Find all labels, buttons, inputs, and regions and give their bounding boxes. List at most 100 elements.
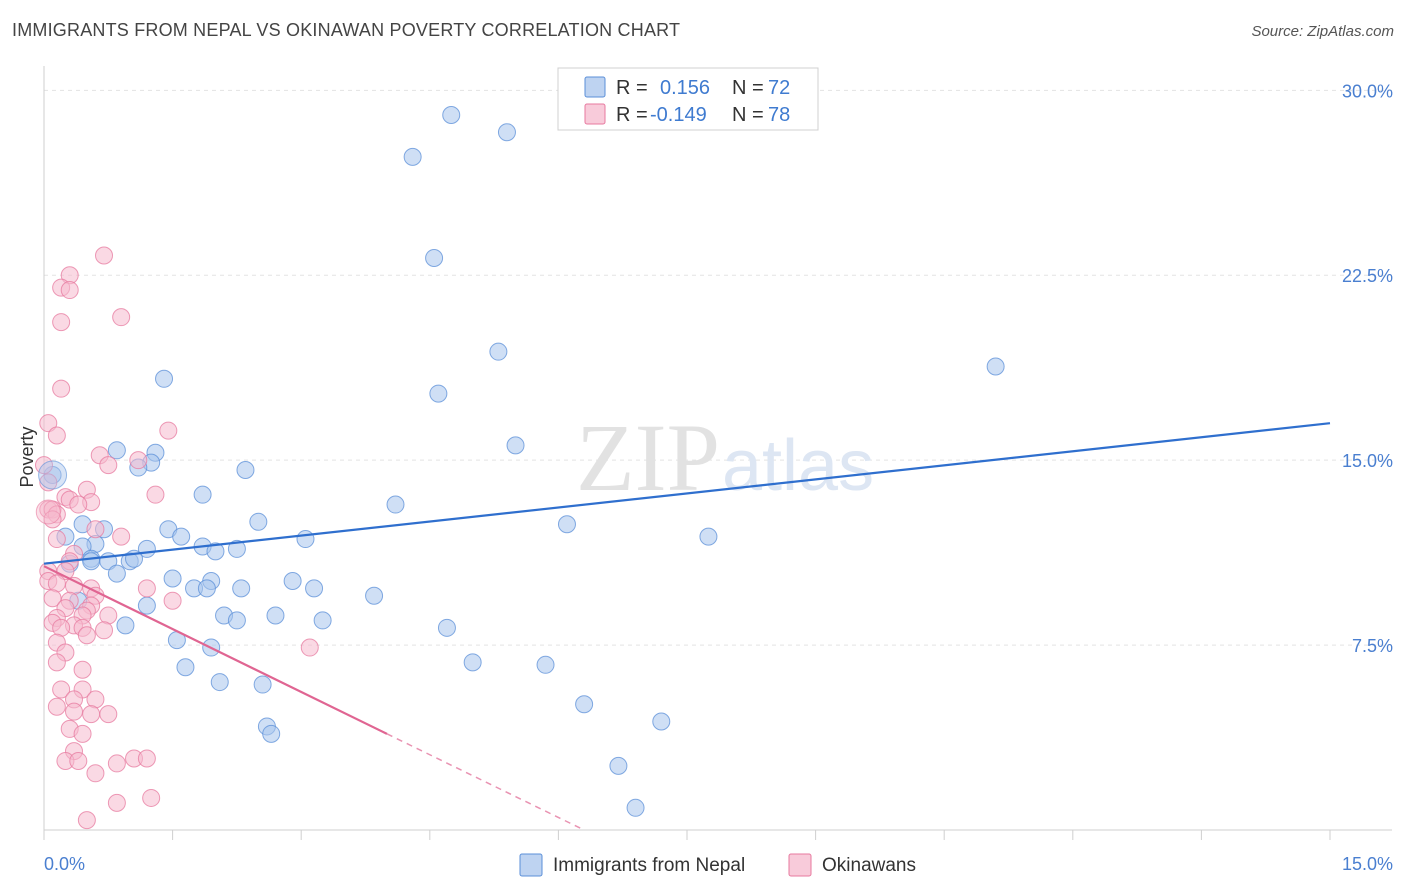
okinawans-point xyxy=(35,499,61,525)
okinawans-trend-extension xyxy=(386,733,585,831)
nepal-trend-line xyxy=(43,422,1331,565)
okinawans-point xyxy=(82,705,101,724)
okinawans-point xyxy=(86,520,105,539)
okinawans-point xyxy=(47,697,66,716)
series-legend-label-okinawans: Okinawans xyxy=(822,855,916,876)
legend-r-value-2: -0.149 xyxy=(650,104,707,126)
legend-n-label-2: N = xyxy=(732,104,764,126)
nepal-point xyxy=(249,512,268,531)
series-legend-swatch-nepal xyxy=(519,853,543,877)
nepal-point xyxy=(107,441,126,460)
okinawans-point xyxy=(163,591,182,610)
okinawans-point xyxy=(137,749,156,768)
okinawans-point xyxy=(69,751,88,770)
nepal-point xyxy=(652,712,671,731)
watermark-atlas: atlas xyxy=(722,426,874,506)
okinawans-point xyxy=(86,764,105,783)
nepal-point xyxy=(38,460,68,490)
okinawans-point xyxy=(142,788,161,807)
nepal-point xyxy=(463,653,482,672)
legend-n-value-2: 78 xyxy=(768,104,790,126)
okinawans-point xyxy=(95,621,114,640)
okinawans-point xyxy=(73,660,92,679)
legend-n-label-1: N = xyxy=(732,77,764,99)
nepal-point xyxy=(575,695,594,714)
nepal-point xyxy=(82,552,101,571)
okinawans-trend-line xyxy=(43,565,388,735)
legend-r-value-1: 0.156 xyxy=(660,77,710,99)
legend-r-label-1: R = xyxy=(616,77,648,99)
nepal-point xyxy=(489,342,508,361)
okinawans-point xyxy=(99,456,118,475)
okinawans-point xyxy=(137,579,156,598)
stats-legend: R = 0.156 N = 72 R = -0.149 N = 78 xyxy=(557,67,819,131)
nepal-point xyxy=(227,611,246,630)
okinawans-point xyxy=(47,426,66,445)
nepal-point xyxy=(425,248,444,267)
nepal-point xyxy=(429,384,448,403)
okinawans-point xyxy=(95,246,114,265)
okinawans-point xyxy=(47,653,66,672)
nepal-point xyxy=(253,675,272,694)
okinawans-point xyxy=(159,421,178,440)
okinawans-point xyxy=(107,793,126,812)
nepal-point xyxy=(437,618,456,637)
okinawans-point xyxy=(77,626,96,645)
nepal-point xyxy=(107,564,126,583)
nepal-point xyxy=(442,105,461,124)
okinawans-point xyxy=(69,495,88,514)
okinawans-point xyxy=(39,414,58,433)
nepal-point xyxy=(236,461,255,480)
nepal-point xyxy=(193,485,212,504)
nepal-point xyxy=(116,616,135,635)
okinawans-point xyxy=(112,308,131,327)
okinawans-point xyxy=(99,705,118,724)
nepal-point xyxy=(305,579,324,598)
axes xyxy=(43,66,1392,840)
okinawans-point xyxy=(47,530,66,549)
y-axis-label: Poverty xyxy=(17,426,37,487)
nepal-point xyxy=(403,147,422,166)
nepal-point xyxy=(365,586,384,605)
nepal-point xyxy=(176,658,195,677)
y-tick-label: 7.5% xyxy=(1352,636,1393,656)
nepal-point xyxy=(172,527,191,546)
nepal-point xyxy=(262,724,281,743)
nepal-point xyxy=(536,655,555,674)
series-legend-label-nepal: Immigrants from Nepal xyxy=(553,855,745,876)
nepal-point xyxy=(227,539,246,558)
nepal-point xyxy=(155,369,174,388)
nepal-point xyxy=(232,579,251,598)
y-tick-label: 30.0% xyxy=(1342,81,1393,101)
okinawans-point xyxy=(77,811,96,830)
watermark-zip: ZIP xyxy=(576,404,720,511)
okinawans-point xyxy=(129,451,148,470)
nepal-point xyxy=(986,357,1005,376)
okinawans-point xyxy=(52,313,71,332)
nepal-point xyxy=(497,123,516,142)
nepal-point xyxy=(386,495,405,514)
okinawans-point xyxy=(112,527,131,546)
nepal-point xyxy=(137,596,156,615)
okinawans-point xyxy=(73,724,92,743)
nepal-point xyxy=(626,798,645,817)
legend-swatch-okinawans xyxy=(584,103,606,125)
x-tick-label: 0.0% xyxy=(44,854,85,874)
series-legend: Immigrants from Nepal Okinawans xyxy=(519,853,916,877)
nepal-point xyxy=(206,542,225,561)
chart-title: IMMIGRANTS FROM NEPAL VS OKINAWAN POVERT… xyxy=(12,20,681,40)
legend-swatch-nepal xyxy=(584,76,606,98)
nepal-point xyxy=(506,436,525,455)
nepal-point xyxy=(197,579,216,598)
grid-lines xyxy=(44,89,1392,646)
okinawans-point xyxy=(300,638,319,657)
nepal-point xyxy=(163,569,182,588)
legend-r-label-2: R = xyxy=(616,104,648,126)
okinawans-point xyxy=(52,680,71,699)
nepal-point xyxy=(699,527,718,546)
nepal-point xyxy=(557,515,576,534)
source-label: Source: ZipAtlas.com xyxy=(1251,23,1394,40)
nepal-point xyxy=(296,530,315,549)
series-legend-swatch-okinawans xyxy=(788,853,812,877)
